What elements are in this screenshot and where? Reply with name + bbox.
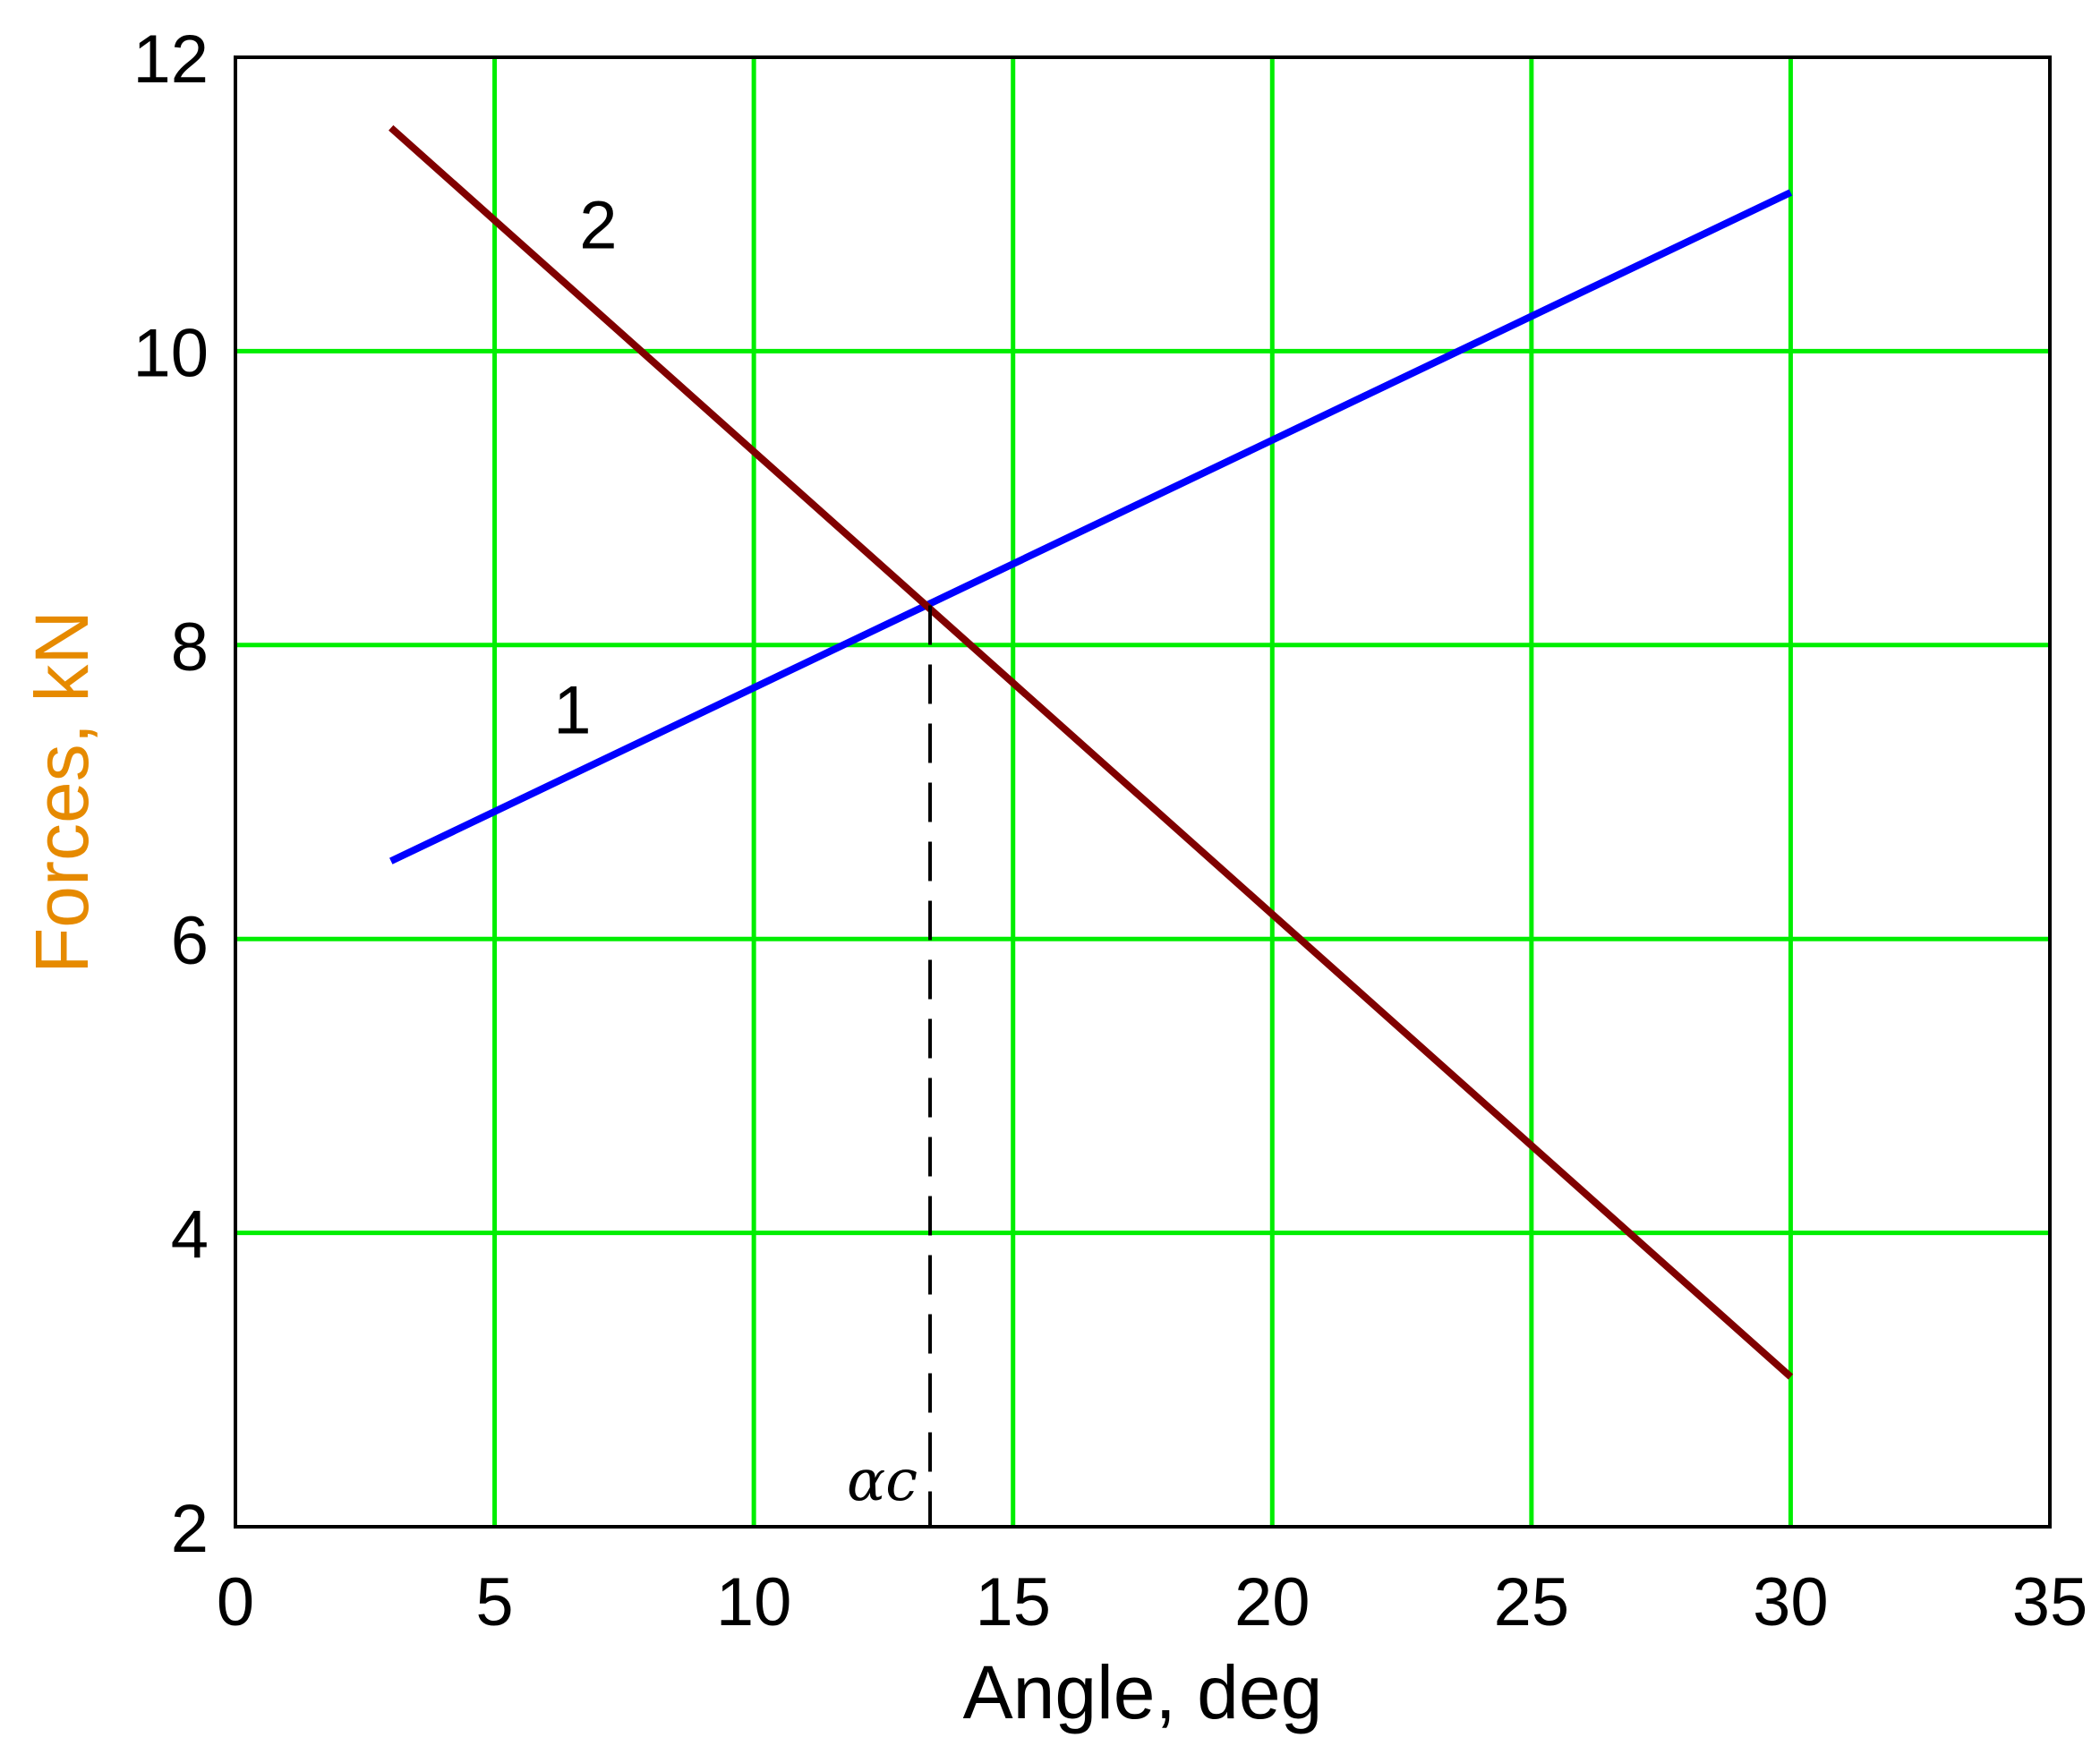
y-tick-label-6: 6 xyxy=(171,903,209,979)
y-tick-labels: 2 4 6 8 10 12 xyxy=(132,21,209,1567)
grid xyxy=(235,57,2050,1527)
series-lines xyxy=(388,124,1794,1380)
critical-angle-label: αc xyxy=(847,1448,918,1514)
y-tick-label-2: 2 xyxy=(171,1491,209,1567)
x-tick-label-5: 5 xyxy=(475,1564,513,1640)
x-tick-label-0: 0 xyxy=(217,1564,254,1640)
y-tick-label-4: 4 xyxy=(171,1197,209,1273)
x-axis-label: Angle, deg xyxy=(963,1650,1323,1734)
series-line-2 xyxy=(388,124,1794,1380)
x-tick-label-15: 15 xyxy=(975,1564,1051,1640)
x-tick-label-35: 35 xyxy=(2012,1564,2088,1640)
x-tick-label-30: 30 xyxy=(1753,1564,1829,1640)
y-axis-label: Forces, kN xyxy=(20,610,104,974)
annotations: αc xyxy=(847,605,933,1527)
y-tick-label-8: 8 xyxy=(171,609,209,686)
x-tick-label-20: 20 xyxy=(1234,1564,1310,1640)
series-labels: 12 xyxy=(553,187,617,748)
series-label-1: 1 xyxy=(553,672,591,748)
series-line-1 xyxy=(389,189,1793,864)
x-tick-label-10: 10 xyxy=(716,1564,792,1640)
plot-frame xyxy=(234,55,2052,1529)
x-tick-label-25: 25 xyxy=(1494,1564,1570,1640)
y-tick-label-10: 10 xyxy=(132,315,209,391)
y-tick-label-12: 12 xyxy=(132,21,209,98)
x-tick-labels: 0 5 10 15 20 25 30 35 xyxy=(217,1564,2087,1640)
series-label-2: 2 xyxy=(579,187,617,263)
